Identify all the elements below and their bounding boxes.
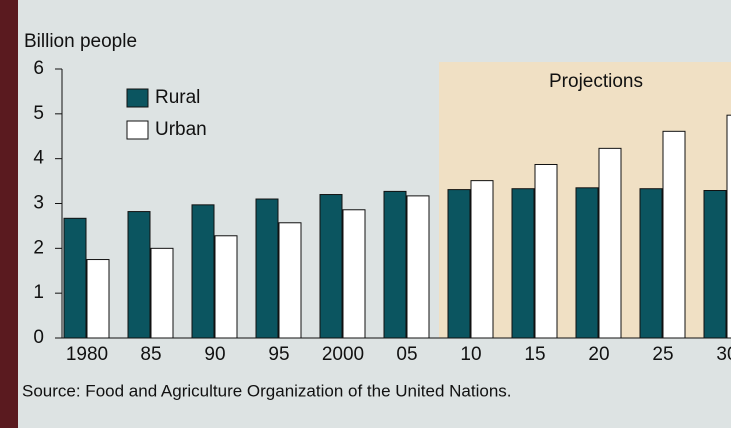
x-tick-label: 85 [140, 344, 161, 365]
y-axis-label: Billion people [24, 31, 137, 52]
bar [470, 180, 494, 339]
y-tick-label: 2 [33, 237, 44, 258]
bar [726, 114, 731, 339]
y-tick-label: 5 [33, 103, 44, 124]
y-tick-label: 6 [33, 58, 44, 79]
bar [214, 235, 238, 339]
bar [383, 190, 407, 339]
bar [63, 217, 87, 339]
x-tick-label: 15 [524, 344, 545, 365]
bar [127, 211, 151, 339]
x-tick-label: 1980 [66, 344, 108, 365]
bar [342, 209, 366, 339]
bar [278, 222, 302, 339]
x-tick-label: 20 [588, 344, 609, 365]
bar [319, 194, 343, 339]
annotation: Projections [549, 71, 643, 92]
legend-label: Urban [155, 119, 207, 140]
bar [86, 259, 110, 339]
bar [191, 204, 215, 339]
legend-label: Rural [155, 87, 200, 108]
x-tick-label: 30 [716, 344, 731, 365]
x-tick-label: 2000 [322, 344, 364, 365]
y-tick-label: 3 [33, 193, 44, 214]
bar [598, 147, 622, 339]
source-note: Source: Food and Agriculture Organizatio… [22, 381, 512, 400]
x-tick-label: 25 [652, 344, 673, 365]
y-tick-label: 0 [33, 327, 44, 348]
bar [575, 187, 599, 339]
bar [534, 163, 558, 339]
x-tick-label: 10 [460, 344, 481, 365]
bar [662, 130, 686, 339]
x-tick-label: 05 [396, 344, 417, 365]
bar [511, 188, 535, 339]
legend-swatch [126, 120, 149, 140]
bar [255, 198, 279, 339]
bar [447, 189, 471, 339]
legend-swatch [126, 88, 149, 108]
bar [150, 247, 174, 339]
x-tick-label: 90 [204, 344, 225, 365]
side-strip [0, 0, 18, 428]
x-tick-label: 95 [268, 344, 289, 365]
bar [703, 189, 727, 339]
y-tick-label: 1 [33, 282, 44, 303]
bar [639, 188, 663, 339]
bar [406, 195, 430, 339]
y-tick-label: 4 [33, 148, 44, 169]
